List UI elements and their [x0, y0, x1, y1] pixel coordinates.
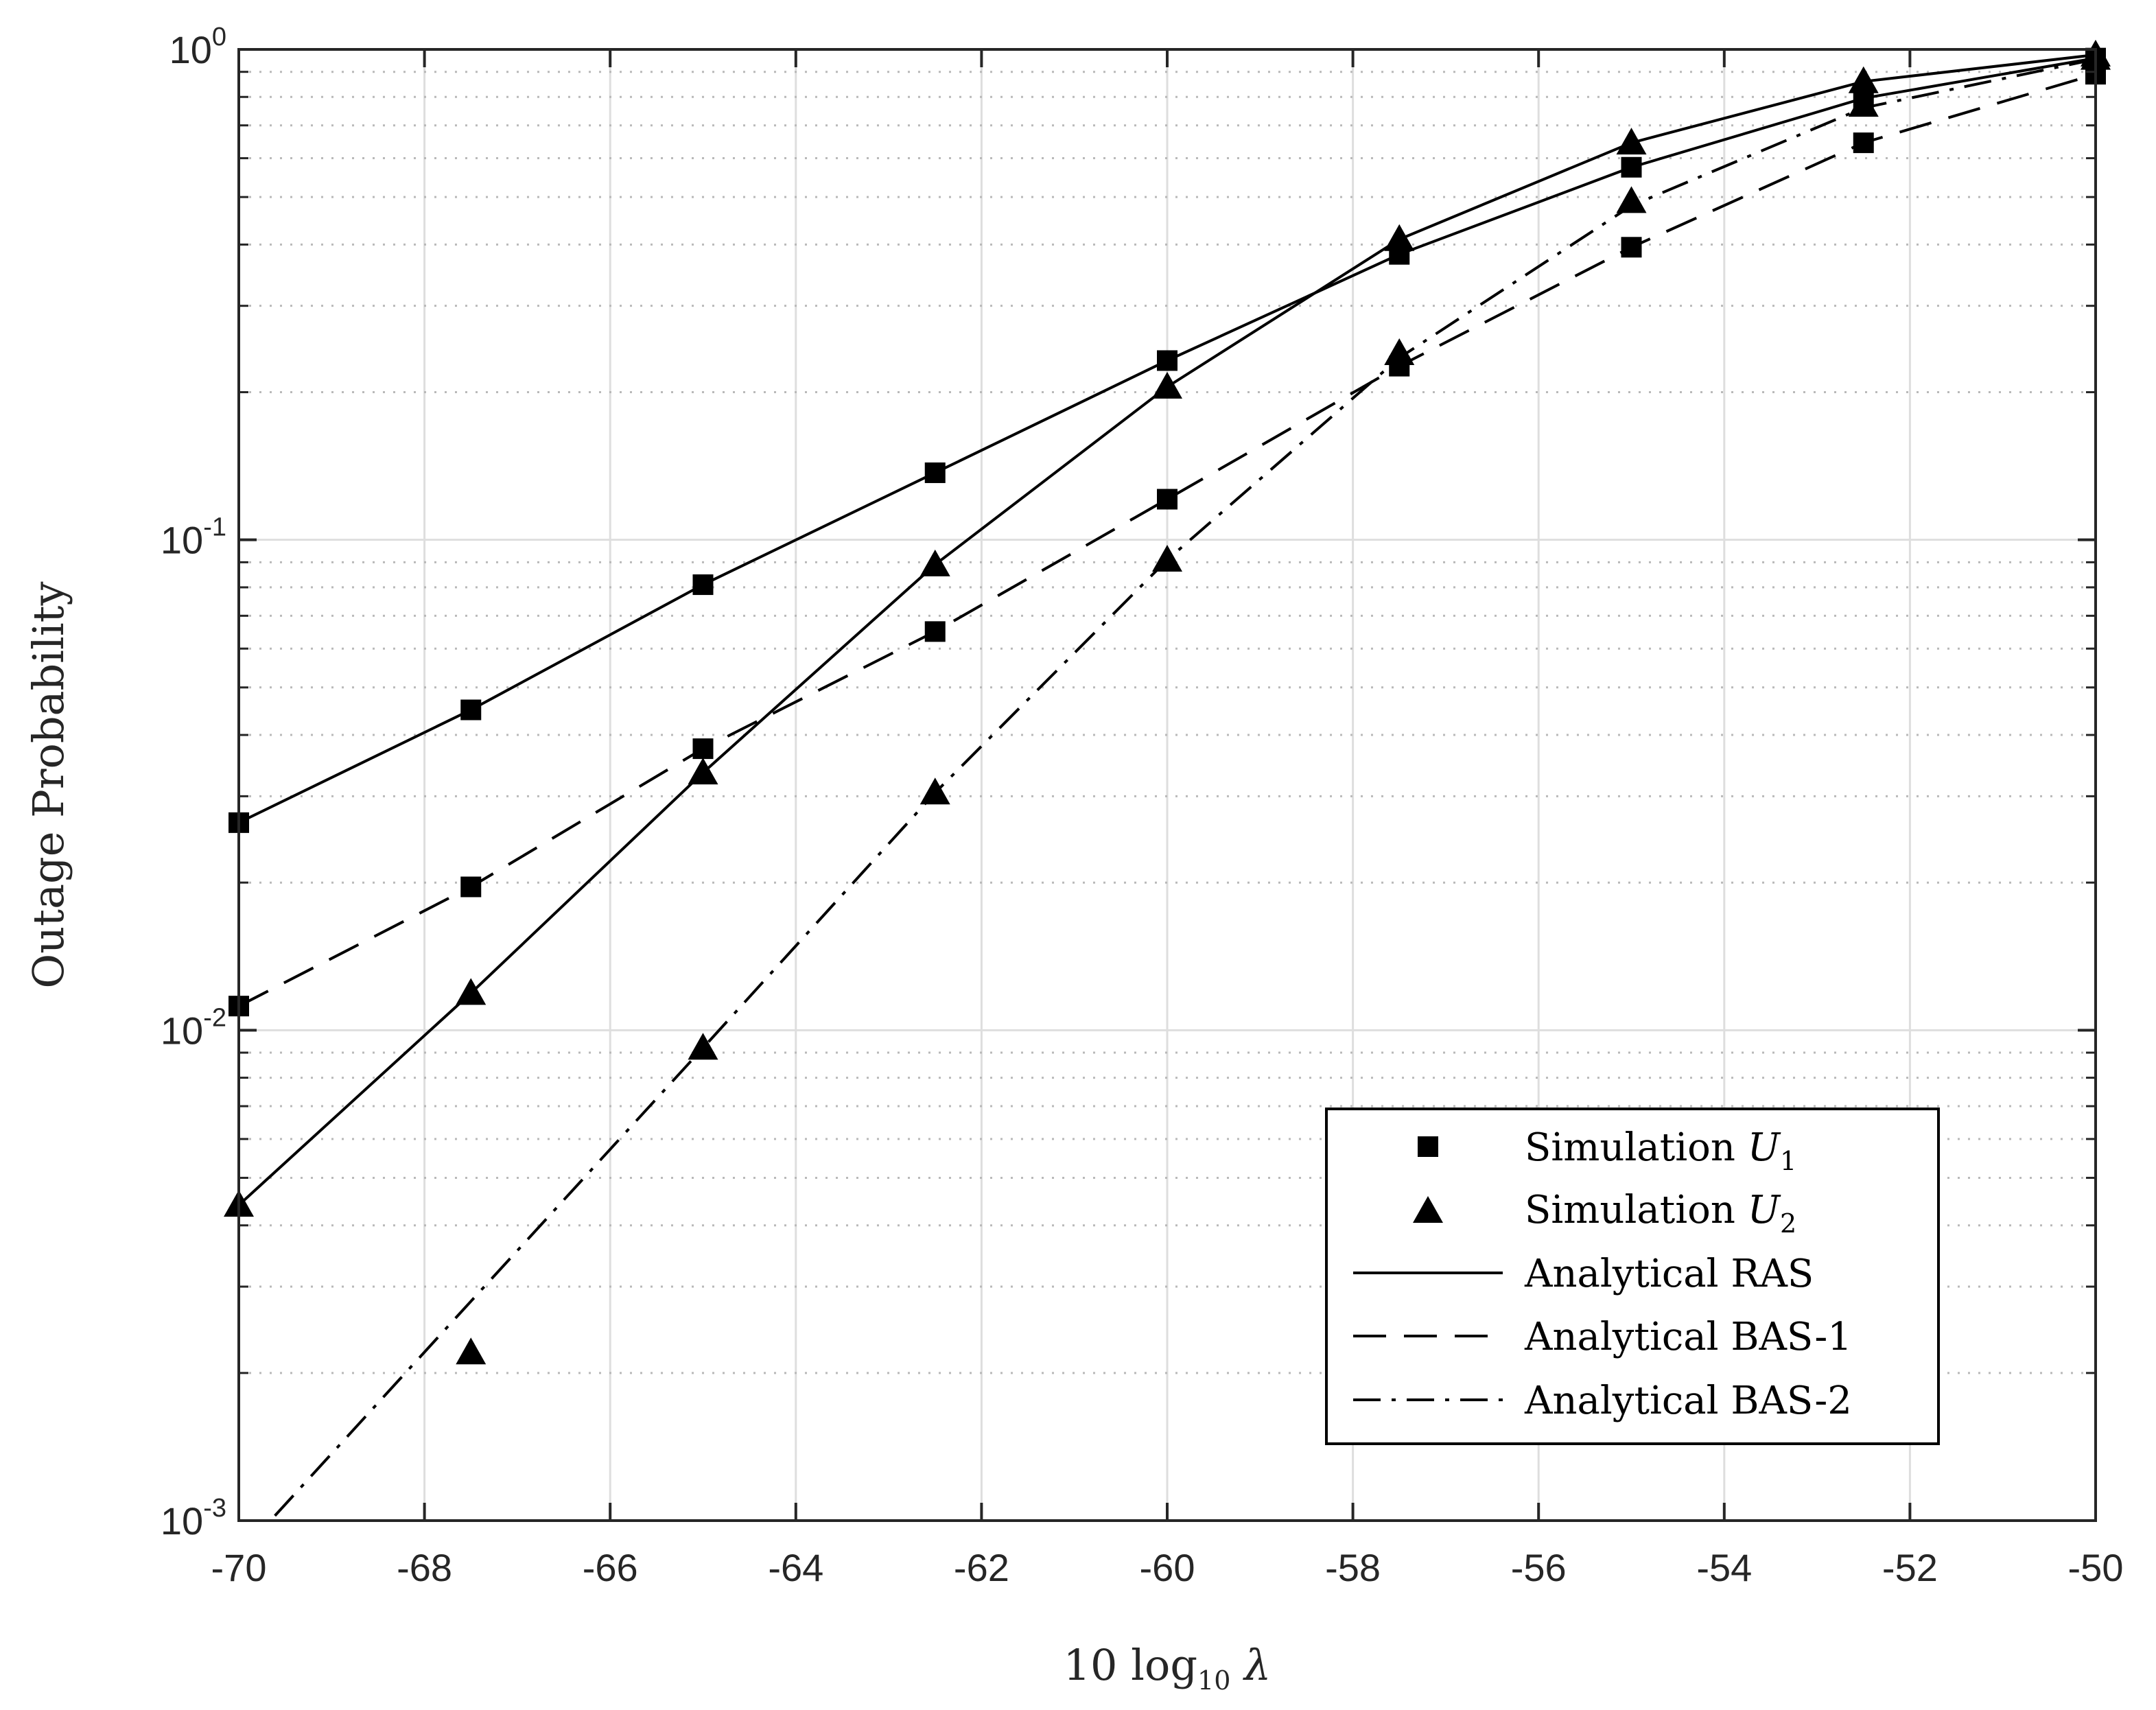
triangle-marker — [1413, 1196, 1443, 1223]
square-marker — [1157, 489, 1177, 510]
y-axis-label: Outage Probability — [23, 581, 73, 988]
x-axis-label: 10 log10 λ — [1064, 1640, 1272, 1696]
x-tick-label: -70 — [211, 1546, 267, 1589]
x-tick-label: -54 — [1696, 1546, 1752, 1589]
square-marker — [460, 876, 482, 898]
x-tick-label: -68 — [397, 1546, 452, 1589]
x-tick-label: -50 — [2068, 1546, 2124, 1589]
triangle-marker — [688, 758, 718, 785]
triangle-marker — [1384, 338, 1415, 365]
square-marker — [460, 699, 482, 721]
triangle-marker — [456, 1337, 487, 1365]
triangle-marker — [919, 777, 950, 805]
axes: -70 -68 -66 -64 -62 -60 -58 -56 -54 -52 -50 10-3 10-… — [23, 23, 2123, 1696]
x-tick-label: -64 — [768, 1546, 823, 1589]
triangle-marker — [456, 978, 487, 1005]
square-marker — [692, 574, 714, 596]
y-tick-label: 10-2 — [161, 1003, 226, 1052]
y-tick-label: 100 — [169, 23, 226, 71]
square-marker — [1157, 350, 1177, 371]
square-marker — [1418, 1136, 1438, 1157]
legend-label: Simulation U2 — [1525, 1188, 1796, 1239]
square-marker — [1853, 132, 1874, 154]
legend-label: Simulation U1 — [1525, 1125, 1796, 1176]
square-marker — [924, 621, 946, 642]
triangle-marker — [1848, 66, 1879, 93]
x-tick-label: -58 — [1325, 1546, 1381, 1589]
triangle-marker — [1848, 90, 1879, 117]
x-tick-label: -60 — [1140, 1546, 1195, 1589]
y-tick-label: 10-1 — [161, 513, 226, 562]
square-marker — [1621, 237, 1642, 258]
square-marker — [1621, 156, 1642, 178]
x-tick-label: -56 — [1511, 1546, 1567, 1589]
legend-box — [1325, 1108, 1940, 1445]
square-marker — [924, 462, 946, 483]
x-tick-label: -62 — [954, 1546, 1009, 1589]
triangle-marker — [919, 549, 950, 576]
square-marker — [692, 738, 714, 760]
data-markers — [224, 39, 2111, 1365]
legend-label: Analytical BAS-1 — [1524, 1315, 1852, 1359]
triangle-marker — [1384, 224, 1415, 251]
triangle-marker — [1616, 128, 1647, 155]
x-tick-label: -66 — [583, 1546, 638, 1589]
series-line-bas-1-u1 — [239, 73, 2096, 1007]
legend-label: Analytical BAS-2 — [1524, 1379, 1852, 1423]
triangle-marker — [1616, 186, 1647, 213]
triangle-marker — [1152, 544, 1182, 572]
x-tick-label: -52 — [1882, 1546, 1938, 1589]
triangle-marker — [688, 1033, 718, 1060]
y-tick-label: 10-3 — [161, 1494, 226, 1543]
triangle-marker — [1152, 371, 1182, 399]
legend: Simulation U1 Simulation U2 Analytical RAS… — [1325, 1108, 1940, 1445]
legend-label: Analytical RAS — [1524, 1252, 1814, 1296]
